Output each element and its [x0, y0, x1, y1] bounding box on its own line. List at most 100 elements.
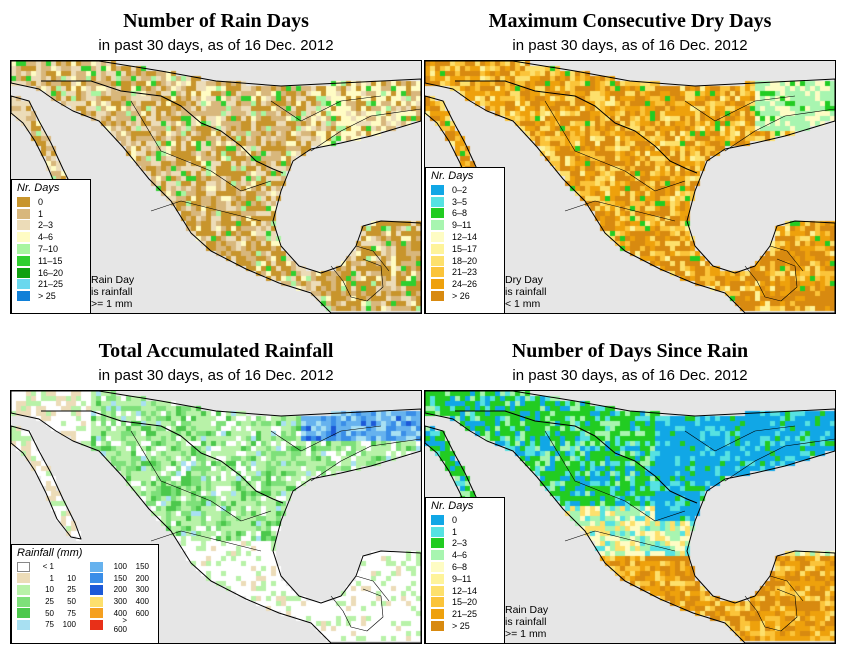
legend-range-high: 400 — [135, 597, 149, 607]
legend-swatch — [431, 196, 444, 207]
state-boundary — [544, 100, 686, 192]
legend-label: 4–6 — [38, 232, 54, 243]
legend-label: 12–14 — [452, 585, 478, 596]
legend-range-low: 75 — [45, 620, 54, 630]
legend-label: 0 — [38, 196, 44, 207]
legend-entry: > 25 — [426, 620, 504, 632]
legend-label: 9–11 — [452, 573, 472, 584]
legend-swatch — [431, 184, 444, 195]
legend-swatch — [17, 619, 30, 630]
legend-entry: 10 25 — [12, 584, 85, 596]
legend-label: > 26 — [452, 291, 470, 302]
state-boundary — [270, 95, 382, 122]
legend-entry: 1 — [12, 208, 90, 220]
legend-entry: 300 400 — [85, 596, 158, 608]
map-note: Dry Day is rainfall < 1 mm — [505, 274, 546, 310]
legend: Nr. Days 0 1 2–3 4–6 7–10 11–15 16–20 21–25 > 25 — [11, 179, 91, 313]
legend-swatch — [90, 619, 103, 630]
legend-swatch — [431, 232, 444, 243]
legend-label: > 25 — [452, 621, 470, 632]
panel-consecutive-dry-days: Maximum Consecutive Dry Days in past 30 … — [424, 0, 836, 320]
legend-entry: 9–11 — [426, 219, 504, 231]
map-total-rainfall: Rainfall (mm) < 1 100 150 1 10 150 200 10 25 200 3… — [10, 390, 422, 644]
legend-entry: 4–6 — [12, 231, 90, 243]
state-boundary — [724, 438, 835, 482]
map-note: Rain Day is rainfall >= 1 mm — [91, 274, 134, 310]
state-boundary — [355, 245, 390, 272]
panel-title: Number of Days Since Rain — [511, 340, 749, 362]
legend-entry: 50 75 — [12, 607, 85, 619]
legend-swatch — [17, 267, 30, 278]
legend-range-low: 25 — [45, 597, 54, 607]
legend-entry: 21–25 — [12, 279, 90, 291]
note-line: Dry Day — [505, 274, 543, 286]
legend-range-low: 300 — [113, 597, 127, 607]
legend-label: 18–20 — [452, 255, 478, 266]
legend-range-high: 100 — [62, 620, 76, 630]
legend-label: 21–23 — [452, 267, 478, 278]
panel-title: Total Accumulated Rainfall — [98, 340, 334, 362]
legend-entry: 75 100 — [12, 619, 85, 631]
legend-range-high: 10 — [67, 573, 76, 583]
legend-range-high: 200 — [135, 573, 149, 583]
legend-entry: 1 — [426, 526, 504, 538]
legend-label: 0 — [452, 514, 458, 525]
legend-items: 0 1 2–3 4–6 6–8 9–11 12–14 15–20 21–25 > 25 — [426, 514, 504, 632]
coastline — [11, 391, 421, 643]
legend-entry: 18–20 — [426, 255, 504, 267]
legend-entry: 0 — [12, 196, 90, 208]
legend-entry: 0 — [426, 514, 504, 526]
note-line: is rainfall — [91, 286, 133, 298]
legend-range-low: 10 — [45, 585, 54, 595]
legend-entry: 3–5 — [426, 196, 504, 208]
state-boundary — [330, 258, 384, 302]
legend-swatch — [17, 608, 30, 619]
legend-swatch — [90, 596, 103, 607]
legend-label: 9–11 — [452, 220, 472, 231]
state-boundary — [684, 95, 796, 122]
international-border — [455, 410, 698, 504]
legend-swatch — [17, 573, 30, 584]
state-boundary — [130, 430, 272, 522]
state-boundary — [544, 430, 686, 522]
legend-range-high: 25 — [67, 585, 76, 595]
legend-swatch — [17, 220, 30, 231]
legend-range-low: 200 — [113, 585, 127, 595]
legend: Nr. Days 0 1 2–3 4–6 6–8 9–11 12–14 15–20 21–25 >… — [425, 497, 505, 643]
legend-swatch — [431, 208, 444, 219]
legend-entry: < 1 — [12, 561, 85, 573]
note-line: >= 1 mm — [505, 628, 547, 640]
map-days-since-rain: Nr. Days 0 1 2–3 4–6 6–8 9–11 12–14 15–20 21–25 >… — [424, 390, 836, 644]
legend-entry: 100 150 — [85, 561, 158, 573]
legend-swatch — [431, 279, 444, 290]
legend-entry: 15–17 — [426, 243, 504, 255]
state-boundary — [684, 425, 796, 452]
legend-swatch — [431, 562, 444, 573]
legend-label: 6–8 — [452, 562, 468, 573]
legend-label: 6–8 — [452, 208, 468, 219]
legend-label: 21–25 — [38, 279, 64, 290]
state-boundary — [769, 575, 804, 602]
panel-rain-days: Number of Rain Days in past 30 days, as … — [10, 0, 422, 320]
legend-entry: 0–2 — [426, 184, 504, 196]
legend-swatch — [17, 584, 30, 595]
legend-label: > 25 — [38, 291, 56, 302]
state-boundary — [150, 530, 262, 552]
legend-swatch — [431, 621, 444, 632]
legend: Rainfall (mm) < 1 100 150 1 10 150 200 10 25 200 3… — [11, 544, 159, 643]
legend-range-low: < 1 — [42, 562, 54, 572]
legend-entry: 150 200 — [85, 573, 158, 585]
legend-label: 21–25 — [452, 609, 478, 620]
legend-label: 7–10 — [38, 244, 59, 255]
legend-label: 16–20 — [38, 267, 64, 278]
legend-entry: 2–3 — [12, 220, 90, 232]
note-line: is rainfall — [505, 286, 547, 298]
legend-items: < 1 100 150 1 10 150 200 10 25 200 300 25 50 300 400 50… — [12, 561, 158, 634]
legend-swatch — [431, 573, 444, 584]
legend-range-high: 50 — [67, 597, 76, 607]
legend-swatch — [431, 255, 444, 266]
legend-title: Nr. Days — [431, 170, 474, 182]
state-boundary — [564, 200, 676, 222]
legend-entry: > 25 — [12, 290, 90, 302]
note-line: is rainfall — [505, 616, 547, 628]
